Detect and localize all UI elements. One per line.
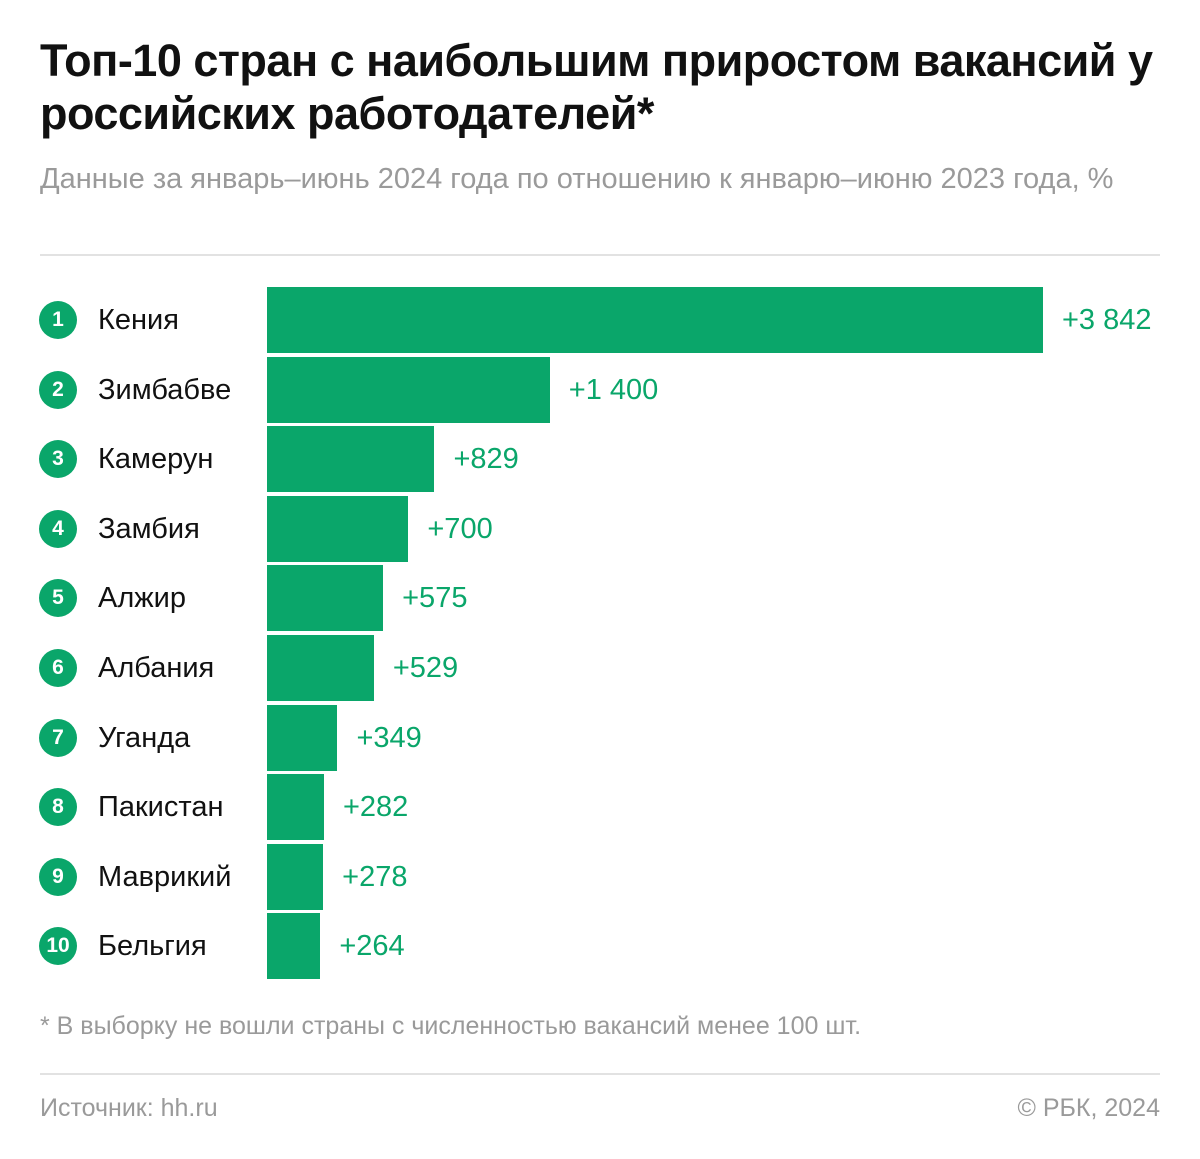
rank-badge: 3 [39,440,77,479]
value-label: +264 [339,930,405,963]
bar-row: 6 Албания +529 [0,635,1200,701]
bar-row: 3 Камерун +829 [0,426,1200,493]
bar-row: 1 Кения +3 842 [0,287,1200,353]
category-label: Камерун [98,443,214,476]
value-label: +278 [342,860,408,893]
rank-badge: 8 [39,788,77,827]
value-label: +700 [427,512,493,545]
rank-badge: 7 [39,718,77,757]
category-label: Кения [98,304,179,336]
category-label: Уганда [98,721,191,754]
top-divider [40,254,1160,256]
bar-row: 10 Бельгия +264 [0,913,1200,980]
bar [267,774,324,841]
rank-badge: 4 [39,509,77,548]
category-label: Зимбабве [98,373,232,406]
rank-badge: 2 [39,370,77,409]
rank-badge: 9 [39,857,77,896]
bar-row: 9 Маврикий +278 [0,843,1200,910]
bar [267,565,384,632]
credit: © РБК, 2024 [1017,1094,1160,1122]
value-label: +3 842 [1062,304,1152,336]
bar-row: 5 Алжир +575 [0,565,1200,632]
category-label: Пакистан [98,791,224,824]
value-label: +575 [402,582,468,615]
bottom-divider [40,1073,1160,1075]
value-label: +349 [356,721,422,754]
category-label: Алжир [98,582,186,615]
source: Источник: hh.ru [40,1094,218,1122]
bar [267,635,374,701]
rank-badge: 1 [39,301,77,339]
value-label: +529 [392,652,459,684]
category-label: Албания [98,652,215,684]
rank-badge: 6 [39,649,77,687]
rank-badge: 10 [39,927,77,966]
bar [267,495,409,562]
bar [267,426,435,493]
bar-row: 4 Замбия +700 [0,495,1200,562]
rank-badge: 5 [39,579,77,618]
bar-row: 7 Уганда +349 [0,704,1200,771]
footnote: * В выборку не вошли страны с численност… [40,1012,862,1040]
bar [267,843,324,910]
value-label: +829 [453,443,519,476]
category-label: Бельгия [98,930,207,963]
chart-title: Топ-10 стран с наибольшим приростом вака… [40,35,1153,139]
chart-subtitle: Данные за январь–июнь 2024 года по отнош… [40,163,1114,195]
bar [267,356,550,423]
value-label: +282 [342,791,409,824]
bar [267,287,1043,353]
value-label: +1 400 [568,373,659,406]
bar-row: 2 Зимбабве +1 400 [0,356,1200,423]
bar [267,704,338,771]
category-label: Замбия [98,512,200,545]
category-label: Маврикий [98,860,232,893]
bar-row: 8 Пакистан +282 [0,774,1200,841]
bar [267,913,321,980]
